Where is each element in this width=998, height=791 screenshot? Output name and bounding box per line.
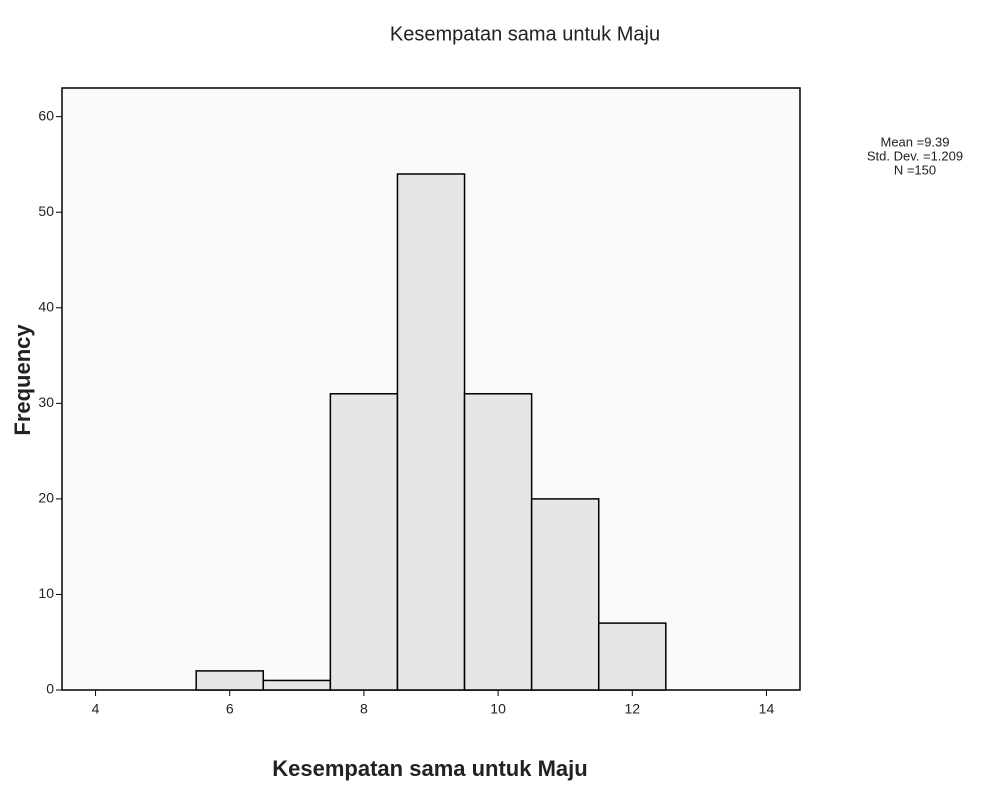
bar — [463, 393, 533, 691]
bar — [329, 393, 399, 691]
bar — [262, 679, 332, 691]
stat-annotation: Std. Dev. =1.209 — [867, 148, 963, 163]
bar — [530, 498, 600, 691]
x-tick-label: 10 — [490, 701, 506, 717]
x-tick-label: 8 — [360, 701, 368, 717]
y-axis-label: Frequency — [10, 324, 35, 436]
y-tick-label: 20 — [38, 490, 54, 506]
y-tick-label: 0 — [46, 681, 54, 697]
y-tick-label: 60 — [38, 107, 54, 123]
y-tick-label: 50 — [38, 203, 54, 219]
stat-annotation: Mean =9.39 — [880, 134, 949, 149]
stat-annotation: N =150 — [894, 162, 936, 177]
x-axis-label: Kesempatan sama untuk Maju — [272, 756, 587, 781]
y-tick-label: 10 — [38, 585, 54, 601]
bar — [396, 173, 466, 691]
bar — [597, 622, 667, 691]
x-tick-label: 14 — [759, 701, 775, 717]
x-tick-label: 6 — [226, 701, 234, 717]
y-tick-label: 30 — [38, 394, 54, 410]
x-tick-label: 12 — [624, 701, 640, 717]
x-tick-label: 4 — [92, 701, 100, 717]
chart-title: Kesempatan sama untuk Maju — [390, 23, 660, 45]
y-tick-label: 40 — [38, 298, 54, 314]
bar — [195, 670, 265, 691]
